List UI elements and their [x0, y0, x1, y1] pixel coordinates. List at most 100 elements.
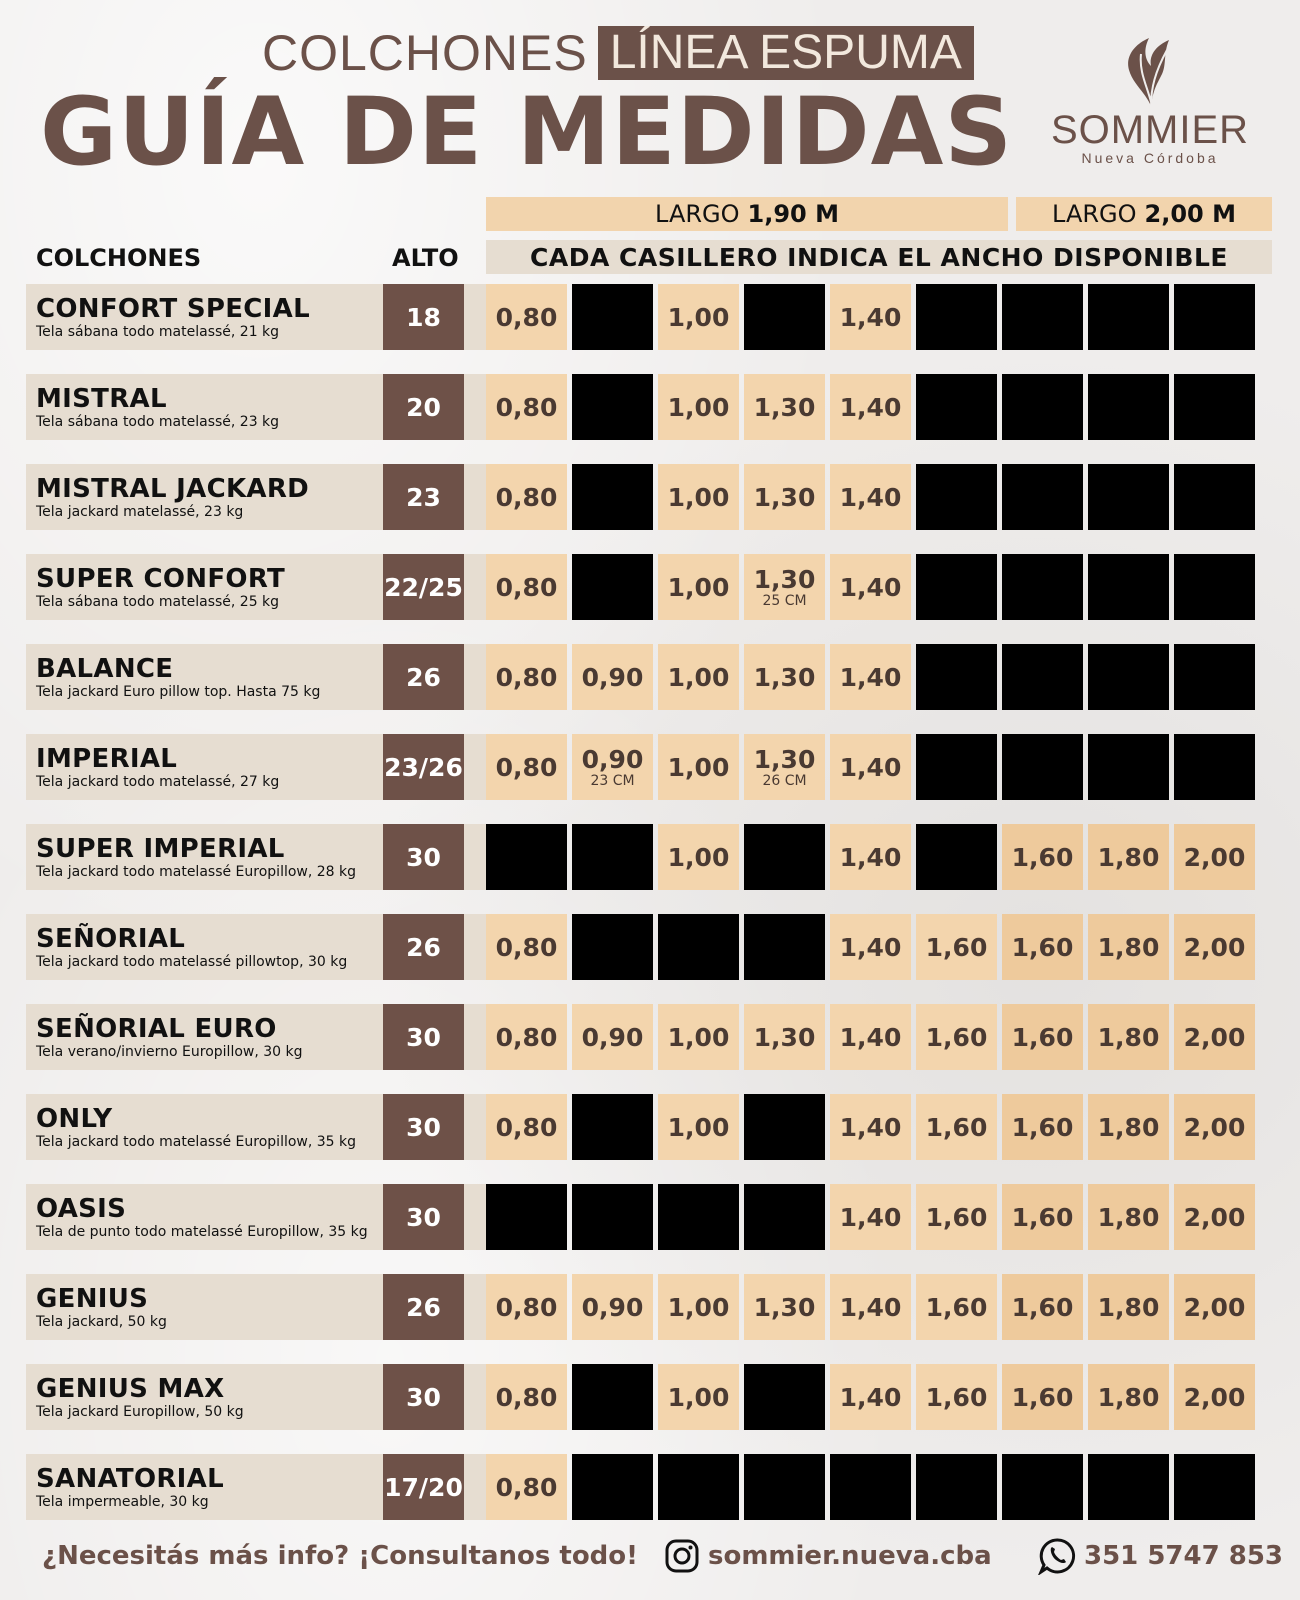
width-cell-unavailable [1088, 644, 1169, 710]
width-cell-unavailable [1174, 554, 1255, 620]
mattress-cell: CONFORT SPECIAL Tela sábana todo matelass… [26, 284, 383, 350]
width-cell: 1,80 [1088, 914, 1169, 980]
width-value: 1,40 [839, 392, 902, 422]
width-cell-unavailable [1088, 464, 1169, 530]
brand-logo: SOMMIER Nueva Córdoba [1040, 36, 1260, 166]
table-row: CONFORT SPECIAL Tela sábana todo matelass… [26, 284, 1272, 350]
width-value: 1,40 [839, 302, 902, 332]
mattress-name: SUPER IMPERIAL [36, 834, 285, 864]
width-cell-unavailable [744, 1454, 825, 1520]
width-value: 0,80 [495, 1022, 558, 1052]
width-value: 2,00 [1183, 1382, 1246, 1412]
width-value: 1,00 [667, 842, 730, 872]
width-cell: 1,40 [830, 734, 911, 800]
width-cell: 1,40 [830, 1184, 911, 1250]
mattress-height: 30 [383, 1004, 464, 1070]
width-cell-unavailable [486, 1184, 567, 1250]
width-value: 1,60 [925, 1202, 988, 1232]
mattress-cell: MISTRAL Tela sábana todo matelassé, 23 kg [26, 374, 383, 440]
mattress-height: 23/26 [383, 734, 464, 800]
width-cell: 1,80 [1088, 1274, 1169, 1340]
footer-instagram[interactable]: sommier.nueva.cba [664, 1534, 992, 1578]
footer-info-text: ¿Necesitás más info? ¡Consultanos todo! [42, 1541, 639, 1571]
width-cell-unavailable [658, 1184, 739, 1250]
table-row: GENIUS MAX Tela jackard Europillow, 50 kg… [26, 1364, 1272, 1430]
mattress-height: 23 [383, 464, 464, 530]
mattress-description: Tela impermeable, 30 kg [36, 1494, 209, 1510]
mattress-name: SANATORIAL [36, 1464, 224, 1494]
width-cell: 1,60 [916, 1274, 997, 1340]
mattress-cell: GENIUS Tela jackard, 50 kg [26, 1274, 383, 1340]
logo-subtitle: Nueva Córdoba [1081, 150, 1219, 166]
width-cell-unavailable [486, 824, 567, 890]
mattress-name: BALANCE [36, 654, 174, 684]
width-value: 1,30 [753, 744, 816, 774]
width-value: 1,80 [1097, 1022, 1160, 1052]
width-cell-unavailable [1174, 1454, 1255, 1520]
width-cell: 0,90 [572, 1274, 653, 1340]
width-cell-unavailable [1088, 1454, 1169, 1520]
width-cell: 0,80 [486, 1004, 567, 1070]
width-cell: 0,80 [486, 914, 567, 980]
title-linea-espuma: LÍNEA ESPUMA [597, 26, 974, 80]
width-cell-unavailable [1174, 374, 1255, 440]
width-cell: 2,00 [1174, 824, 1255, 890]
largo-200-value: 2,00 M [1144, 200, 1236, 228]
row-spacer [464, 1274, 486, 1340]
width-cell: 1,00 [658, 554, 739, 620]
row-spacer [464, 464, 486, 530]
width-cell-unavailable [916, 464, 997, 530]
mattress-cell: OASIS Tela de punto todo matelassé Europi… [26, 1184, 383, 1250]
width-cell: 1,60 [916, 1004, 997, 1070]
mattress-height: 30 [383, 1364, 464, 1430]
width-cell: 0,80 [486, 284, 567, 350]
width-cell: 1,00 [658, 284, 739, 350]
width-cell: 2,00 [1174, 1094, 1255, 1160]
width-value: 0,90 [581, 1022, 644, 1052]
width-value: 0,80 [495, 1472, 558, 1502]
width-value: 2,00 [1183, 1112, 1246, 1142]
width-value: 1,80 [1097, 1112, 1160, 1142]
width-cell-unavailable [1088, 374, 1169, 440]
table-row: SEÑORIAL Tela jackard todo matelassé pill… [26, 914, 1272, 980]
width-cell: 1,40 [830, 1094, 911, 1160]
width-cell-unavailable [830, 1454, 911, 1520]
page-title: GUÍA DE MEDIDAS [40, 78, 1014, 187]
width-cell: 1,80 [1088, 1364, 1169, 1430]
width-value: 1,30 [753, 392, 816, 422]
width-cell-unavailable [1002, 374, 1083, 440]
width-cell: 1,40 [830, 644, 911, 710]
table-row: SANATORIAL Tela impermeable, 30 kg 17/20 0,… [26, 1454, 1272, 1520]
width-value: 1,00 [667, 1112, 730, 1142]
phone-number[interactable]: 351 5747 853 [1084, 1541, 1284, 1571]
mattress-name: CONFORT SPECIAL [36, 294, 310, 324]
width-cell-unavailable [744, 284, 825, 350]
width-value: 1,00 [667, 392, 730, 422]
width-cell: 0,80 [486, 1454, 567, 1520]
width-value: 1,60 [925, 932, 988, 962]
width-value: 1,60 [1011, 1112, 1074, 1142]
largo-190-value: 1,90 M [747, 200, 839, 228]
width-value: 0,80 [495, 1382, 558, 1412]
width-value: 1,40 [839, 482, 902, 512]
width-cell: 2,00 [1174, 1004, 1255, 1070]
table-row: MISTRAL JACKARD Tela jackard matelassé, 2… [26, 464, 1272, 530]
mattress-cell: SUPER CONFORT Tela sábana todo matelassé,… [26, 554, 383, 620]
instagram-handle[interactable]: sommier.nueva.cba [708, 1541, 992, 1571]
row-spacer [464, 1094, 486, 1160]
footer-whatsapp[interactable]: 351 5747 853 [1038, 1534, 1283, 1578]
width-cell: 1,40 [830, 464, 911, 530]
width-cell-unavailable [572, 914, 653, 980]
width-value: 0,80 [495, 932, 558, 962]
width-value: 1,40 [839, 662, 902, 692]
width-value: 1,40 [839, 1382, 902, 1412]
width-cell: 1,30 [744, 464, 825, 530]
row-spacer [464, 284, 486, 350]
width-cell: 0,90 23 CM [572, 734, 653, 800]
largo-190-header: LARGO 1,90 M [486, 197, 1008, 231]
width-value: 2,00 [1183, 1202, 1246, 1232]
mattress-description: Tela jackard, 50 kg [36, 1314, 167, 1330]
table-row: SEÑORIAL EURO Tela verano/invierno Europi… [26, 1004, 1272, 1070]
mattress-cell: GENIUS MAX Tela jackard Europillow, 50 kg [26, 1364, 383, 1430]
width-cell-unavailable [1002, 644, 1083, 710]
